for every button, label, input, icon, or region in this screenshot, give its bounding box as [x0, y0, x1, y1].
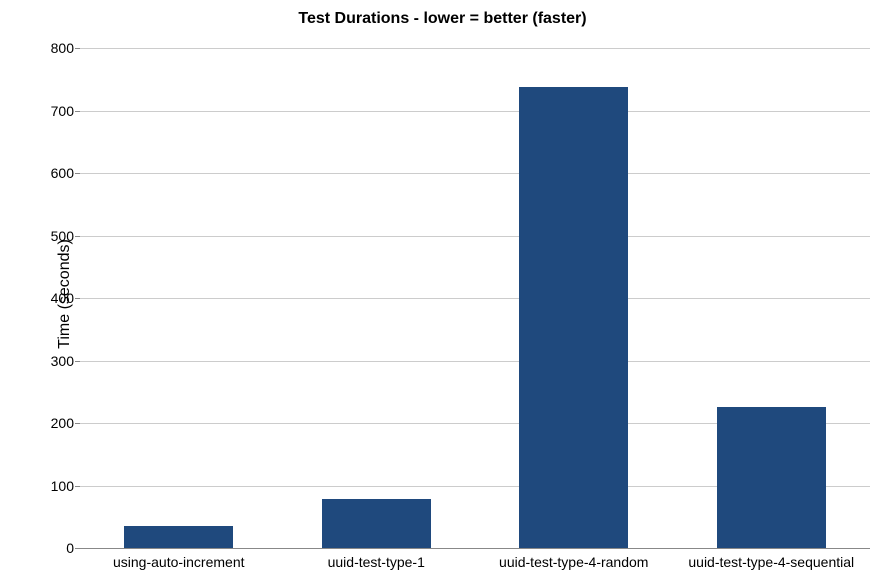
bar: [322, 499, 431, 548]
xtick-label: uuid-test-type-1: [328, 548, 425, 570]
ytick-label: 500: [51, 228, 80, 244]
gridline: [80, 298, 870, 299]
bar: [717, 407, 826, 548]
ytick-label: 700: [51, 103, 80, 119]
ytick-label: 300: [51, 353, 80, 369]
ytick-label: 200: [51, 415, 80, 431]
gridline: [80, 236, 870, 237]
gridline: [80, 111, 870, 112]
xtick-label: uuid-test-type-4-sequential: [688, 548, 854, 570]
gridline: [80, 173, 870, 174]
ytick-label: 100: [51, 478, 80, 494]
ytick-label: 400: [51, 290, 80, 306]
chart-container: Test Durations - lower = better (faster)…: [0, 0, 885, 588]
gridline: [80, 361, 870, 362]
bar: [519, 87, 628, 548]
ytick-label: 600: [51, 165, 80, 181]
chart-title: Test Durations - lower = better (faster): [0, 10, 885, 28]
xtick-label: uuid-test-type-4-random: [499, 548, 648, 570]
ytick-label: 800: [51, 40, 80, 56]
xtick-label: using-auto-increment: [113, 548, 245, 570]
bar: [124, 526, 233, 548]
plot-area: 0100200300400500600700800using-auto-incr…: [80, 48, 870, 549]
gridline: [80, 48, 870, 49]
ytick-label: 0: [66, 540, 80, 556]
